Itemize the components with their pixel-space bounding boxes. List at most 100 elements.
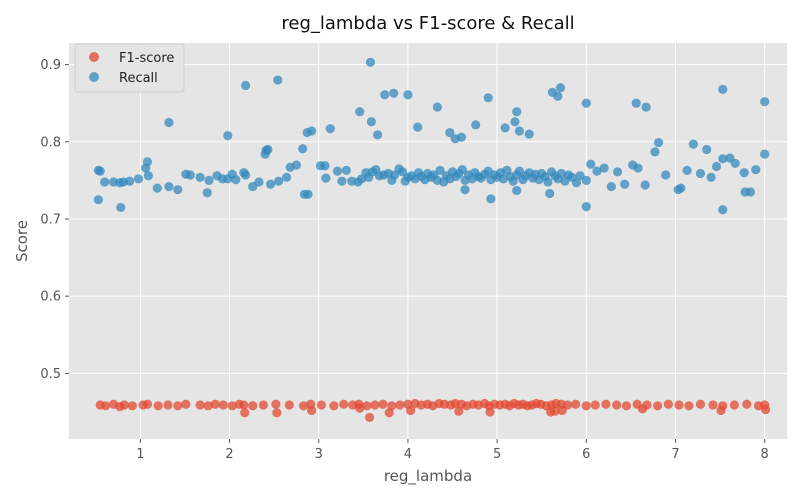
recall-point (366, 117, 376, 127)
f1-score-point (119, 400, 129, 410)
recall-point (413, 122, 423, 132)
f1-score-point (716, 405, 726, 416)
recall-point (265, 179, 276, 189)
f1-score-point (163, 400, 173, 410)
recall-point (445, 127, 455, 138)
recall-point (571, 178, 582, 188)
recall-point (512, 107, 522, 117)
legend-marker-recall (89, 72, 99, 82)
recall-point (321, 173, 331, 183)
recall-point (152, 183, 162, 193)
points-layer (93, 57, 771, 422)
recall-point (432, 102, 442, 112)
f1-score-point (760, 405, 771, 415)
recall-point (291, 160, 302, 170)
recall-point (500, 123, 510, 133)
f1-score-point (601, 399, 611, 409)
recall-point (760, 149, 770, 159)
x-tick-label: 6 (582, 447, 590, 462)
recall-point (545, 188, 555, 199)
recall-point (612, 167, 623, 177)
recall-point (581, 175, 591, 186)
recall-point (195, 172, 205, 182)
recall-point (274, 176, 284, 186)
recall-point (204, 175, 214, 186)
recall-point (740, 187, 750, 197)
recall-point (320, 161, 330, 171)
legend: F1-score Recall (74, 43, 185, 93)
recall-point (133, 174, 144, 184)
recall-point (471, 120, 481, 130)
recall-point (100, 177, 110, 187)
f1-score-point (729, 400, 739, 410)
recall-point (586, 159, 596, 169)
recall-point (403, 90, 413, 100)
f1-score-point (550, 406, 560, 416)
recall-point (751, 164, 761, 175)
recall-point (688, 139, 698, 149)
recall-point (641, 102, 651, 112)
recall-point (676, 183, 686, 193)
f1-score-point (307, 405, 317, 416)
recall-point (718, 205, 728, 215)
recall-point (514, 126, 525, 136)
recall-point (142, 157, 153, 167)
f1-score-point (637, 404, 648, 414)
y-tick-label: 0.8 (40, 135, 61, 150)
recall-point (164, 181, 174, 192)
recall-point (93, 165, 104, 175)
f1-score-point (203, 401, 213, 411)
f1-score-point (339, 399, 349, 409)
recall-point (223, 131, 233, 141)
recall-point (653, 137, 664, 148)
recall-point (116, 202, 126, 213)
f1-score-point (355, 403, 365, 413)
recall-point (620, 179, 630, 189)
f1-score-point (142, 399, 153, 409)
grid-layer (69, 43, 787, 439)
x-tick-label: 5 (493, 447, 501, 462)
recall-point (631, 98, 641, 108)
f1-score-point (329, 401, 339, 411)
recall-point (730, 158, 740, 169)
f1-score-point (240, 408, 250, 418)
recall-point (633, 163, 643, 173)
recall-point (739, 168, 749, 178)
f1-score-point (100, 401, 111, 411)
legend-label-recall: Recall (119, 71, 158, 86)
recall-point (456, 132, 467, 142)
x-tick-label: 7 (671, 447, 679, 462)
recall-point (695, 168, 706, 179)
recall-point (760, 97, 770, 107)
f1-score-point (362, 401, 372, 411)
f1-score-point (195, 400, 205, 410)
recall-point (341, 165, 351, 175)
recall-point (325, 124, 335, 134)
f1-score-point (695, 399, 706, 409)
recall-point (711, 161, 722, 172)
recall-point (298, 144, 308, 154)
f1-score-point (581, 401, 591, 411)
recall-point (460, 185, 470, 195)
recall-point (254, 177, 264, 187)
f1-score-point (621, 401, 632, 411)
recall-point (231, 175, 241, 185)
f1-score-point (378, 399, 388, 409)
f1-score-point (485, 407, 495, 417)
recall-point (435, 165, 445, 175)
f1-score-point (248, 401, 258, 411)
recall-point (599, 163, 609, 173)
f1-score-point (571, 399, 581, 409)
recall-point (93, 195, 104, 205)
recall-point (706, 172, 716, 182)
chart-title: reg_lambda vs F1-score & Recall (281, 13, 574, 34)
recall-point (273, 75, 283, 85)
recall-point (365, 57, 376, 67)
recall-point (606, 181, 616, 192)
recall-point (457, 164, 467, 175)
y-tick-label: 0.7 (40, 213, 61, 228)
recall-point (299, 189, 310, 199)
f1-score-point (370, 400, 380, 410)
